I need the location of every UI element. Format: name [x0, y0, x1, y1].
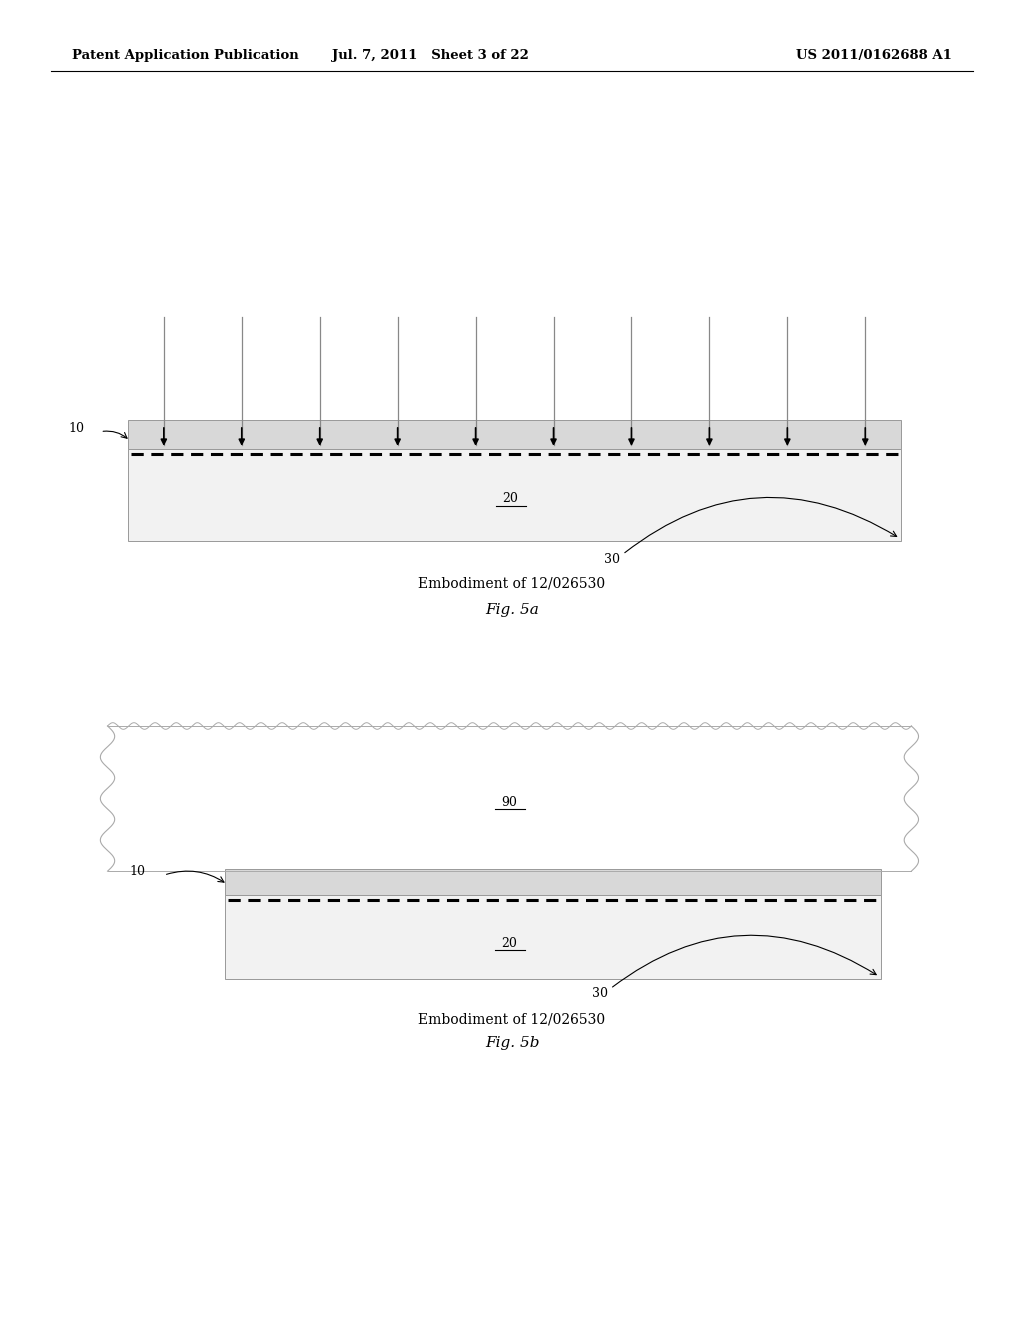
Bar: [128, 449, 901, 541]
Text: US 2011/0162688 A1: US 2011/0162688 A1: [797, 49, 952, 62]
Text: 20: 20: [502, 492, 518, 506]
Bar: [225, 895, 881, 979]
Text: 90: 90: [501, 796, 517, 809]
Text: 30: 30: [592, 987, 608, 1001]
Text: 10: 10: [68, 422, 84, 436]
Text: Embodiment of 12/026530: Embodiment of 12/026530: [419, 1012, 605, 1026]
Text: Fig. 5a: Fig. 5a: [485, 603, 539, 616]
Text: Patent Application Publication: Patent Application Publication: [72, 49, 298, 62]
Text: 20: 20: [501, 937, 517, 950]
Text: Embodiment of 12/026530: Embodiment of 12/026530: [419, 577, 605, 590]
Bar: [225, 869, 881, 895]
Text: Jul. 7, 2011   Sheet 3 of 22: Jul. 7, 2011 Sheet 3 of 22: [332, 49, 528, 62]
Text: Fig. 5b: Fig. 5b: [484, 1036, 540, 1049]
Text: 10: 10: [129, 865, 145, 878]
Bar: [128, 420, 901, 449]
Text: 30: 30: [604, 553, 621, 566]
